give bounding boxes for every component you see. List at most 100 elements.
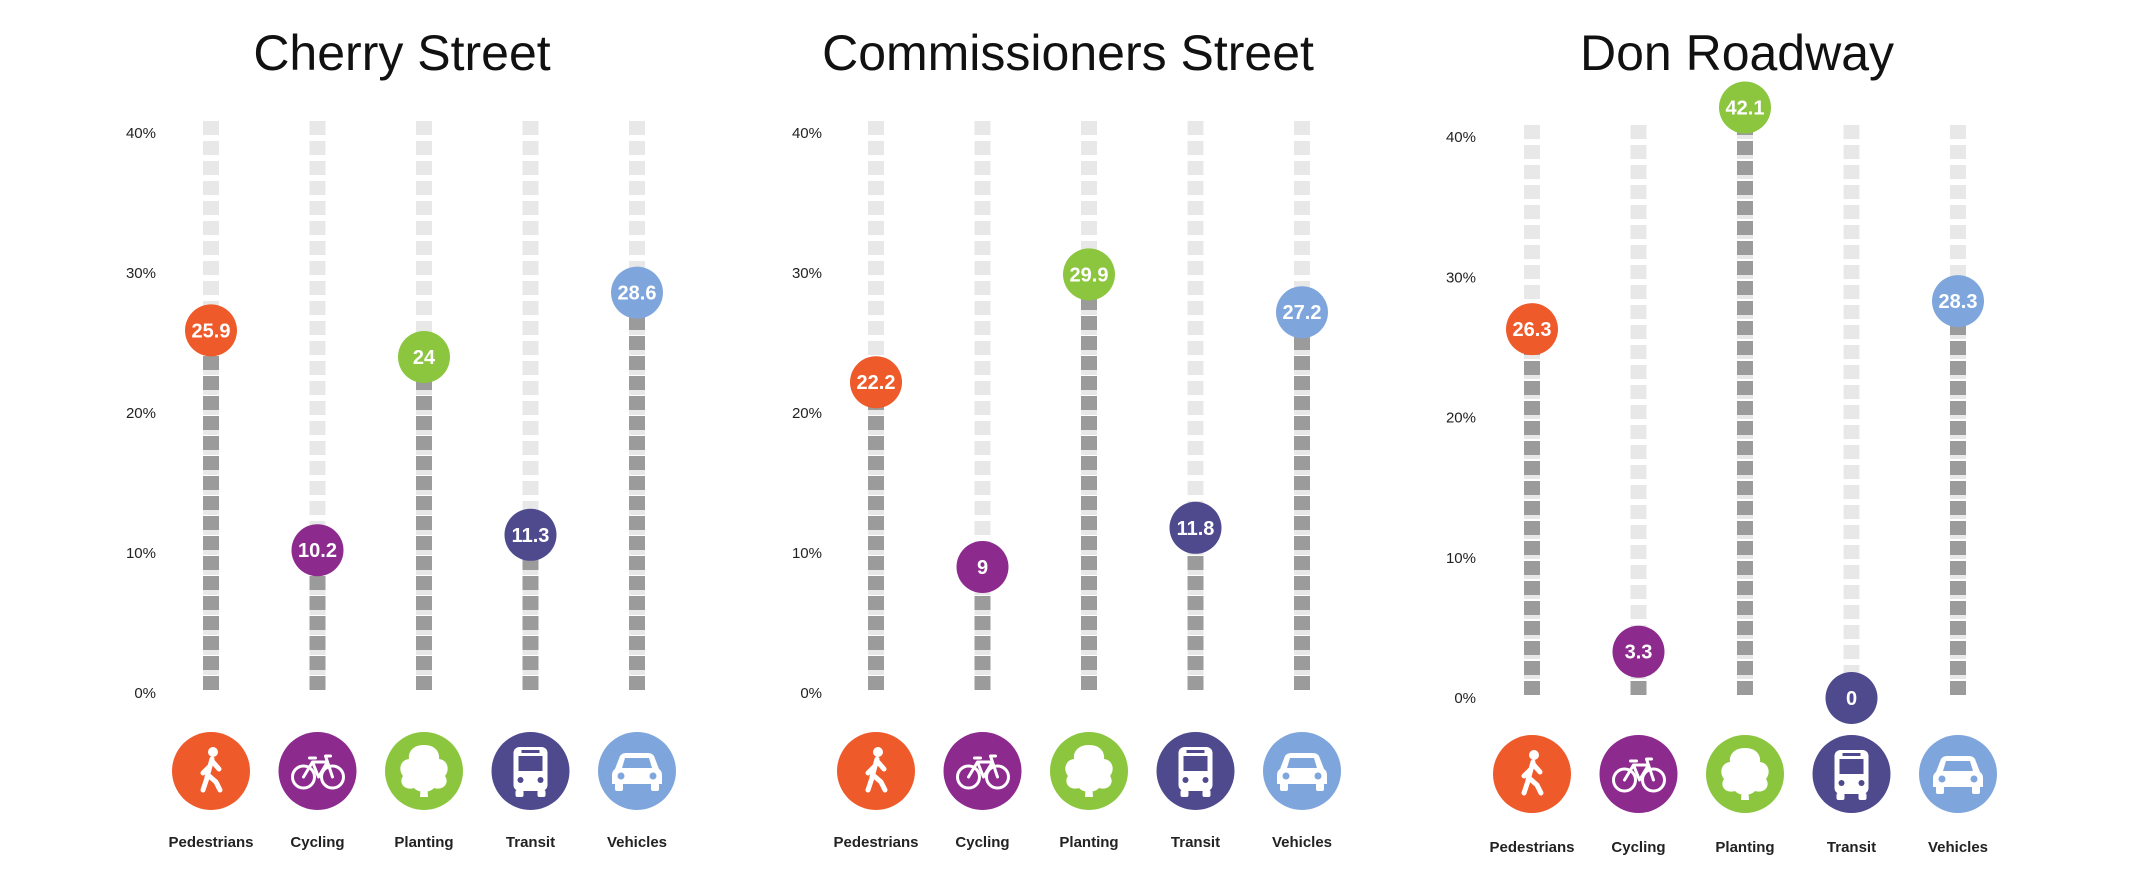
data-label: 3.3 [1625, 642, 1653, 664]
bar-group-vehicles: 27.2 Vehicles [1263, 121, 1341, 851]
bar-group-pedestrians: 26.3 Pedestrians [1489, 125, 1575, 856]
track-segment [974, 361, 991, 375]
bar-segment [1737, 621, 1753, 635]
bar-segment [1294, 656, 1310, 670]
value-marker-cycling [956, 541, 1009, 593]
bar-segment [1524, 421, 1540, 435]
track-segment [1843, 345, 1860, 359]
track-segment [309, 261, 326, 275]
track-segment [1630, 385, 1647, 399]
track-segment [1524, 265, 1540, 279]
bar-segment [1524, 661, 1540, 675]
track-segment [416, 221, 432, 235]
track-segment [1187, 361, 1204, 375]
track-segment [1843, 305, 1860, 319]
bar-segment [1950, 521, 1966, 535]
bar-segment [416, 636, 432, 650]
bar-group-vehicles: 28.3 Vehicles [1919, 125, 1997, 856]
track-segment [416, 281, 432, 295]
bar-segment [1950, 501, 1966, 515]
track-segment [1843, 145, 1860, 159]
track-segment [1630, 225, 1647, 239]
track-segment [1630, 345, 1647, 359]
track-segment [1630, 245, 1647, 259]
bar-segment [203, 676, 219, 690]
bar-segment [868, 536, 884, 550]
y-tick-label: 40% [792, 125, 822, 142]
track-segment [868, 181, 884, 195]
bar-group-cycling: 3.3 Cycling [1599, 125, 1678, 856]
track-segment [629, 201, 645, 215]
track-segment [1843, 185, 1860, 199]
bar-segment [629, 436, 645, 450]
bar-segment [1950, 641, 1966, 655]
bar-segment [868, 496, 884, 510]
value-marker-transit [504, 508, 557, 561]
track-segment [974, 161, 991, 175]
track-segment [868, 121, 884, 135]
bar-segment [629, 416, 645, 430]
track-segment [1630, 185, 1647, 199]
bar-segment [1081, 376, 1097, 390]
track-segment [522, 361, 539, 375]
track-segment [868, 241, 884, 255]
track-segment [1630, 285, 1647, 299]
bar-segment [629, 656, 645, 670]
track-segment [416, 141, 432, 155]
track-segment [974, 241, 991, 255]
track-segment [1843, 445, 1860, 459]
bar-segment [1950, 541, 1966, 555]
y-tick-label: 20% [126, 405, 156, 422]
bar-segment [203, 456, 219, 470]
bar-segment [1294, 496, 1310, 510]
bar-segment [1737, 401, 1753, 415]
track-segment [1187, 301, 1204, 315]
y-tick-label: 20% [792, 405, 822, 422]
track-segment [1843, 385, 1860, 399]
track-segment [974, 261, 991, 275]
track-segment [1843, 625, 1860, 639]
bar-segment [203, 476, 219, 490]
track-segment [1630, 565, 1647, 579]
bar-segment [522, 596, 539, 610]
bar-segment [1081, 476, 1097, 490]
tree-icon [385, 732, 463, 810]
track-segment [1950, 225, 1966, 239]
bar-segment [1737, 341, 1753, 355]
value-marker-cycling [1612, 625, 1665, 678]
bar-segment [1737, 541, 1753, 555]
bar-segment [203, 656, 219, 670]
track-segment [1630, 485, 1647, 499]
bar-segment [1081, 676, 1097, 690]
bar-segment [1187, 556, 1204, 570]
bar-segment [1950, 601, 1966, 615]
pedestrian-icon [172, 732, 250, 810]
track-segment [1294, 121, 1310, 135]
category-label: Vehicles [1928, 839, 1988, 856]
car-icon [1919, 735, 1997, 813]
track-segment [522, 421, 539, 435]
bar-segment [868, 436, 884, 450]
bar-segment [1524, 381, 1540, 395]
bar-segment [1524, 461, 1540, 475]
bar-segment [203, 516, 219, 530]
track-segment [1843, 285, 1860, 299]
bar-segment [1950, 561, 1966, 575]
bar-segment [1737, 281, 1753, 295]
bar-segment [1524, 441, 1540, 455]
category-label: Cycling [955, 834, 1009, 851]
bar-segment [1950, 621, 1966, 635]
bar-segment [1081, 536, 1097, 550]
track-segment [1950, 165, 1966, 179]
bar-segment [203, 556, 219, 570]
track-segment [974, 281, 991, 295]
data-label: 42.1 [1726, 98, 1765, 120]
track-segment [1187, 441, 1204, 455]
bar-segment [1081, 396, 1097, 410]
track-segment [1630, 145, 1647, 159]
bar-segment [1294, 516, 1310, 530]
bar-segment [416, 576, 432, 590]
track-segment [416, 241, 432, 255]
track-segment [974, 321, 991, 335]
track-segment [1081, 121, 1097, 135]
